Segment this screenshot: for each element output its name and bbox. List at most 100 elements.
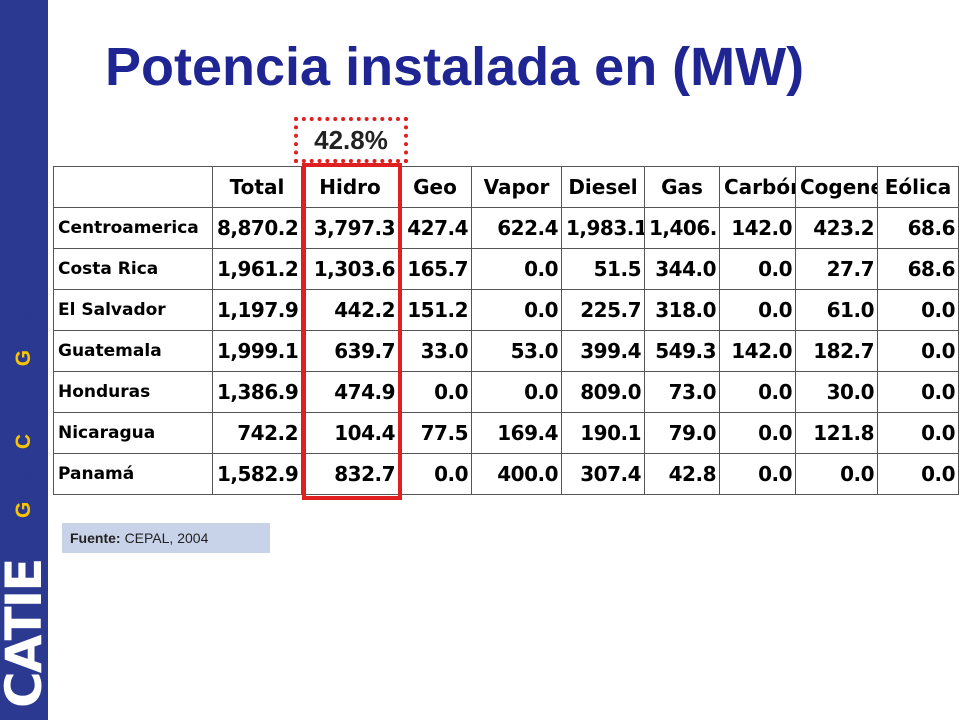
table-cell: 73.0 [644,371,720,413]
source-text: CEPAL, 2004 [124,530,209,546]
table-cell: 0.0 [398,453,472,495]
table-header-row: Total Hidro Geo Vapor Diesel Gas Carbón … [53,166,959,208]
table-row: Honduras 1,386.9 474.9 0.0 0.0 809.0 73.0 0.0 30… [53,371,959,413]
source-note: Fuente: CEPAL, 2004 [62,523,270,553]
table-cell: 549.3 [644,330,720,372]
table-row: Centroamerica 8,870.2 3,797.3 427.4 622.4 1,9… [53,207,959,249]
table-cell: 77.5 [398,412,472,454]
table-cell: 832.7 [301,453,399,495]
table-cell: 1,386.9 [212,371,302,413]
table-cell: 142.0 [719,207,796,249]
table-cell: 8,870.2 [212,207,302,249]
table-cell: 0.0 [471,248,562,290]
column-header: Diesel [561,166,645,208]
table-cell: 169.4 [471,412,562,454]
table-cell: 1,999.1 [212,330,302,372]
table-cell: 0.0 [877,453,959,495]
table-cell: 0.0 [877,371,959,413]
table-cell: 0.0 [719,248,796,290]
table-cell: 0.0 [719,453,796,495]
table-cell: 809.0 [561,371,645,413]
table-cell: 0.0 [719,412,796,454]
table-cell: 33.0 [398,330,472,372]
table-cell: 318.0 [644,289,720,331]
table-cell: 423.2 [795,207,878,249]
column-header: Cogener [795,166,878,208]
tagline-word: ambio [12,366,35,434]
table-cell: 427.4 [398,207,472,249]
row-label: Honduras [53,371,213,413]
brand-sidebar: CATIE [0,0,53,720]
table-cell: 0.0 [877,412,959,454]
page-title: Potencia instalada en (MW) [105,37,805,97]
column-header [53,166,213,208]
table-row: Costa Rica 1,961.2 1,303.6 165.7 0.0 51.5 344.… [53,248,959,290]
table-cell: 182.7 [795,330,878,372]
table-cell: 0.0 [398,371,472,413]
table-cell: 0.0 [471,371,562,413]
table-cell: 400.0 [471,453,562,495]
table-cell: 639.7 [301,330,399,372]
table-cell: 68.6 [877,248,959,290]
column-header: Eólica [877,166,959,208]
tagline-word: lobal [12,300,35,350]
table-cell: 42.8 [644,453,720,495]
tagline: Grupo Cambio Global [12,301,36,518]
table-cell: 1,983.1 [561,207,645,249]
table-cell: 30.0 [795,371,878,413]
table-cell: 190.1 [561,412,645,454]
column-header: Gas [644,166,720,208]
table-cell: 1,961.2 [212,248,302,290]
row-label: Nicaragua [53,412,213,454]
column-header: Carbón [719,166,796,208]
table-cell: 0.0 [877,289,959,331]
table-cell: 0.0 [719,289,796,331]
row-label: El Salvador [53,289,213,331]
table-cell: 225.7 [561,289,645,331]
table-cell: 622.4 [471,207,562,249]
table-cell: 165.7 [398,248,472,290]
table-cell: 399.4 [561,330,645,372]
table-cell: 53.0 [471,330,562,372]
table-cell: 0.0 [471,289,562,331]
catie-logo: CATIE [0,559,53,708]
source-label: Fuente: [70,530,121,546]
table-cell: 3,797.3 [301,207,399,249]
table-cell: 27.7 [795,248,878,290]
table-row: Nicaragua 742.2 104.4 77.5 169.4 190.1 79.0 0.0… [53,412,959,454]
table-body: Centroamerica 8,870.2 3,797.3 427.4 622.4 1,9… [53,207,959,495]
row-label: Guatemala [53,330,213,372]
row-label: Centroamerica [53,207,213,249]
table-cell: 742.2 [212,412,302,454]
table-cell: 151.2 [398,289,472,331]
table-cell: 1,582.9 [212,453,302,495]
table-cell: 79.0 [644,412,720,454]
tagline-initial: G [12,349,35,367]
tagline-word: rupo [12,449,35,502]
table-row: El Salvador 1,197.9 442.2 151.2 0.0 225.7 318.… [53,289,959,331]
column-header: Total [212,166,302,208]
tagline-initial: G [12,501,35,518]
table-cell: 51.5 [561,248,645,290]
column-header: Vapor [471,166,562,208]
table-cell: 121.8 [795,412,878,454]
table-cell: 61.0 [795,289,878,331]
table-cell: 1,303.6 [301,248,399,290]
table-row: Panamá 1,582.9 832.7 0.0 400.0 307.4 42.8 0.0 0.… [53,453,959,495]
capacity-table: Total Hidro Geo Vapor Diesel Gas Carbón … [53,166,959,495]
column-header: Geo [398,166,472,208]
table-cell: 0.0 [877,330,959,372]
column-header: Hidro [301,166,399,208]
hidro-percentage-callout: 42.8% [294,117,408,163]
table-cell: 68.6 [877,207,959,249]
table-cell: 442.2 [301,289,399,331]
table-cell: 344.0 [644,248,720,290]
table-cell: 307.4 [561,453,645,495]
table-row: Guatemala 1,999.1 639.7 33.0 53.0 399.4 549.3 1… [53,330,959,372]
table-cell: 0.0 [795,453,878,495]
table-cell: 142.0 [719,330,796,372]
table-cell: 1,406.1 [644,207,720,249]
table-cell: 1,197.9 [212,289,302,331]
row-label: Costa Rica [53,248,213,290]
table-cell: 104.4 [301,412,399,454]
